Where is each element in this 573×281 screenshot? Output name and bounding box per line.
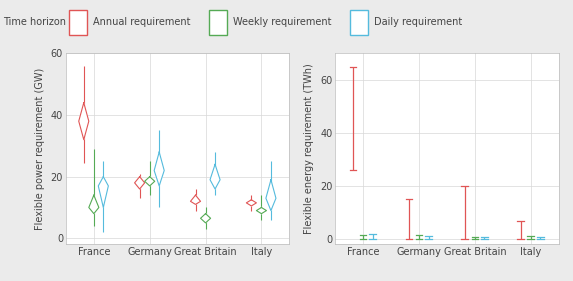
Text: Daily requirement: Daily requirement [374,17,462,28]
Polygon shape [99,177,108,207]
Polygon shape [201,214,211,223]
Text: Weekly requirement: Weekly requirement [233,17,332,28]
Polygon shape [190,195,201,204]
Text: Annual requirement: Annual requirement [93,17,190,28]
Bar [69,10,87,35]
Polygon shape [79,103,89,140]
Polygon shape [135,177,144,189]
Polygon shape [144,177,155,186]
Y-axis label: Flexible power requirement (GW): Flexible power requirement (GW) [35,68,45,230]
Polygon shape [266,180,276,210]
Polygon shape [246,200,256,206]
Y-axis label: Flexible energy requirement (TWh): Flexible energy requirement (TWh) [304,64,315,234]
Polygon shape [256,207,266,214]
Polygon shape [210,164,220,189]
Polygon shape [89,195,99,214]
Text: Time horizon: Time horizon [3,17,66,28]
Polygon shape [154,152,164,186]
Bar [209,10,227,35]
Bar [350,10,368,35]
